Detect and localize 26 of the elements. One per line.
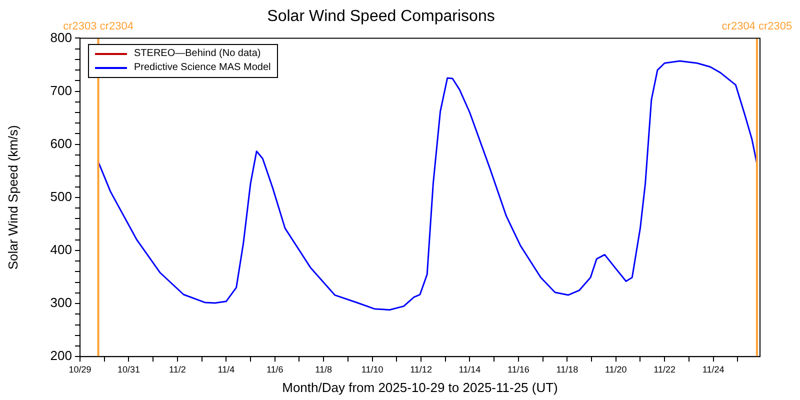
- x-tick-label: 11/20: [604, 364, 627, 374]
- y-tick-label: 400: [50, 242, 72, 258]
- x-tick-label: 11/2: [169, 364, 186, 374]
- ref-line-label: cr2304 cr2305: [722, 20, 792, 33]
- x-tick-label: 11/18: [556, 364, 578, 374]
- chart-title: Solar Wind Speed Comparisons: [267, 8, 495, 26]
- y-tick-label: 300: [50, 295, 72, 310]
- x-tick-label: 10/31: [117, 364, 140, 374]
- x-tick-label: 11/22: [654, 364, 676, 374]
- y-tick-label: 700: [50, 82, 72, 98]
- x-tick-label: 11/6: [266, 364, 284, 374]
- x-tick-label: 11/8: [315, 364, 332, 374]
- y-tick-label: 600: [50, 136, 72, 151]
- x-tick-label: 11/10: [361, 364, 384, 374]
- x-tick-label: 11/24: [702, 364, 724, 374]
- legend-label: STEREO—Behind (No data): [134, 47, 261, 62]
- x-tick-label: 11/14: [458, 364, 481, 374]
- y-tick-label: 500: [50, 188, 72, 204]
- x-tick-label: 10/29: [68, 364, 92, 374]
- x-tick-label: 11/4: [218, 364, 235, 374]
- x-tick-label: 11/16: [508, 364, 530, 374]
- x-tick-label: 11/12: [410, 364, 432, 374]
- x-axis-title: Month/Day from 2025-10-29 to 2025-11-25 (UT): [282, 380, 558, 395]
- y-tick-label: 200: [50, 348, 72, 364]
- legend-label: Predictive Science MAS Model: [134, 61, 271, 76]
- y-axis-title: Solar Wind Speed (km/s): [5, 125, 20, 270]
